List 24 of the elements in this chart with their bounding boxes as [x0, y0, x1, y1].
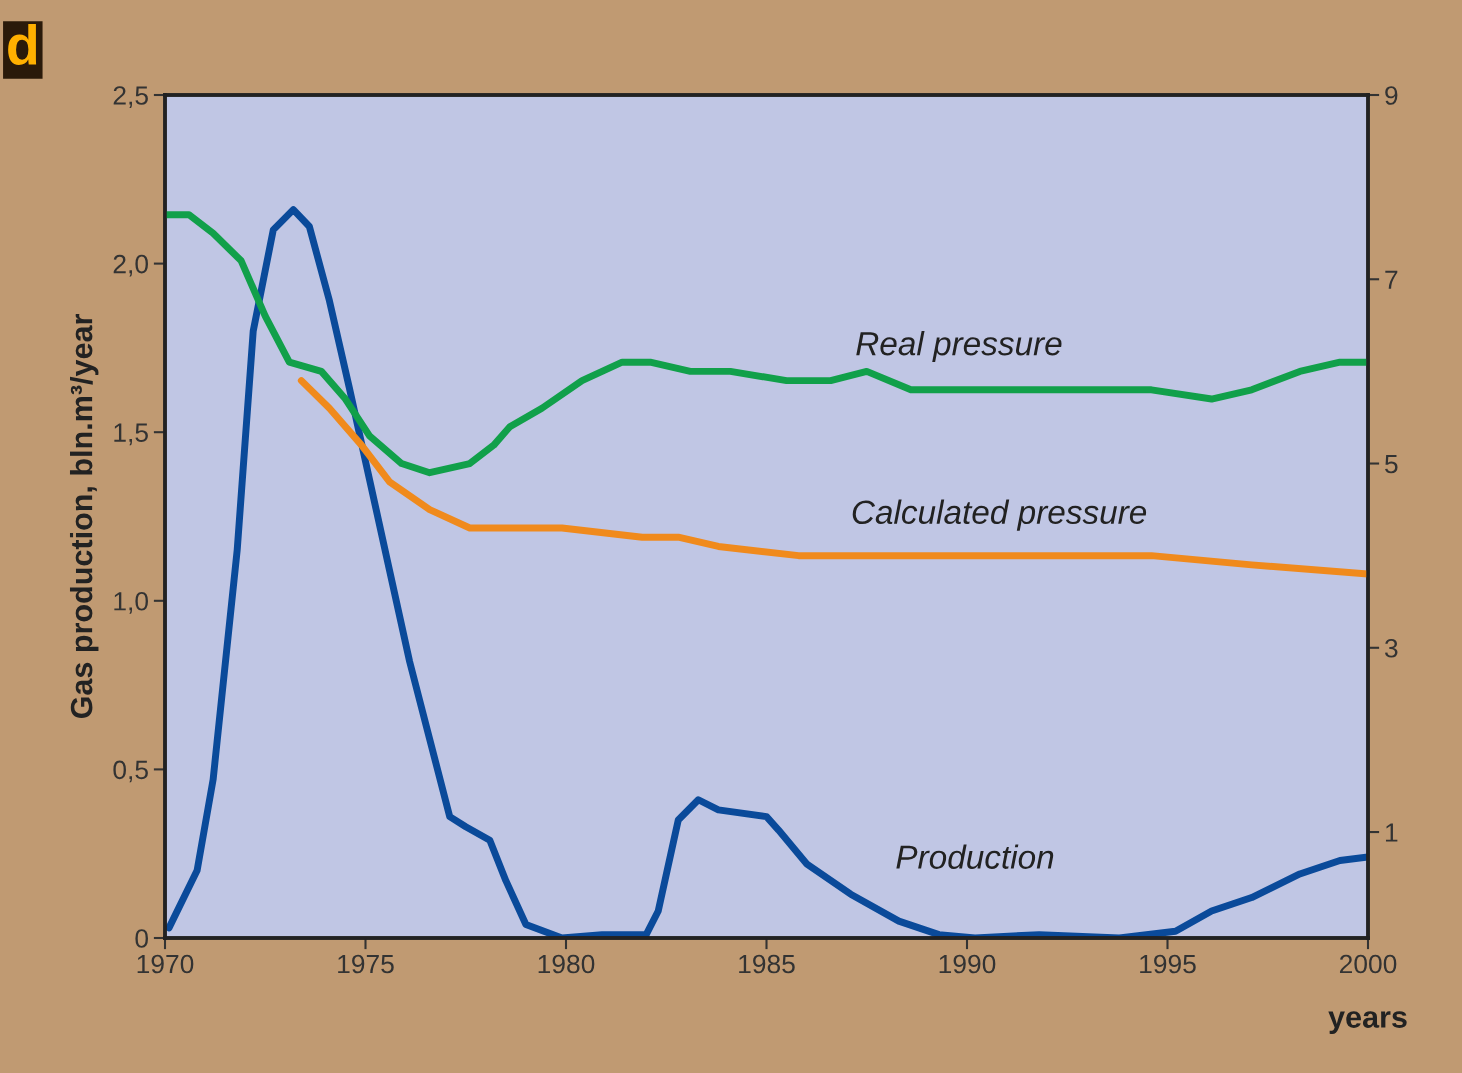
x-tick-label: 2000	[1339, 954, 1397, 974]
y2-tick-label: 9	[1385, 86, 1398, 105]
x-tick-label: 1995	[1140, 954, 1196, 974]
x-tick-label: 1985	[739, 954, 795, 974]
series-label: Production	[896, 844, 1054, 869]
y-tick-label: 1,0	[114, 591, 148, 614]
x-tick-label: 1970	[137, 954, 194, 974]
text: d	[8, 24, 37, 65]
x-tick-label: 1975	[338, 954, 394, 974]
y-tick-label: 1,5	[114, 423, 148, 446]
series-label: Real pressure	[856, 330, 1062, 363]
y-tick-label: 0	[135, 929, 148, 948]
x-tick-label: 1980	[538, 954, 595, 974]
y2-tick-label: 7	[1385, 270, 1398, 289]
y-axis-title: Gas production, bln.m³/year	[69, 314, 99, 719]
y-tick-label: 2,0	[113, 254, 148, 277]
x-axis-title: years	[1328, 1011, 1407, 1034]
y2-tick-label: 1	[1385, 823, 1398, 842]
y2-tick-label: 5	[1385, 454, 1398, 474]
x-tick-label: 1990	[939, 954, 996, 974]
y-tick-label: 2,5	[113, 86, 148, 108]
series-label: Calculated pressure	[852, 499, 1147, 531]
y-tick-label: 0,5	[113, 760, 148, 783]
y2-tick-label: 3	[1384, 638, 1398, 658]
